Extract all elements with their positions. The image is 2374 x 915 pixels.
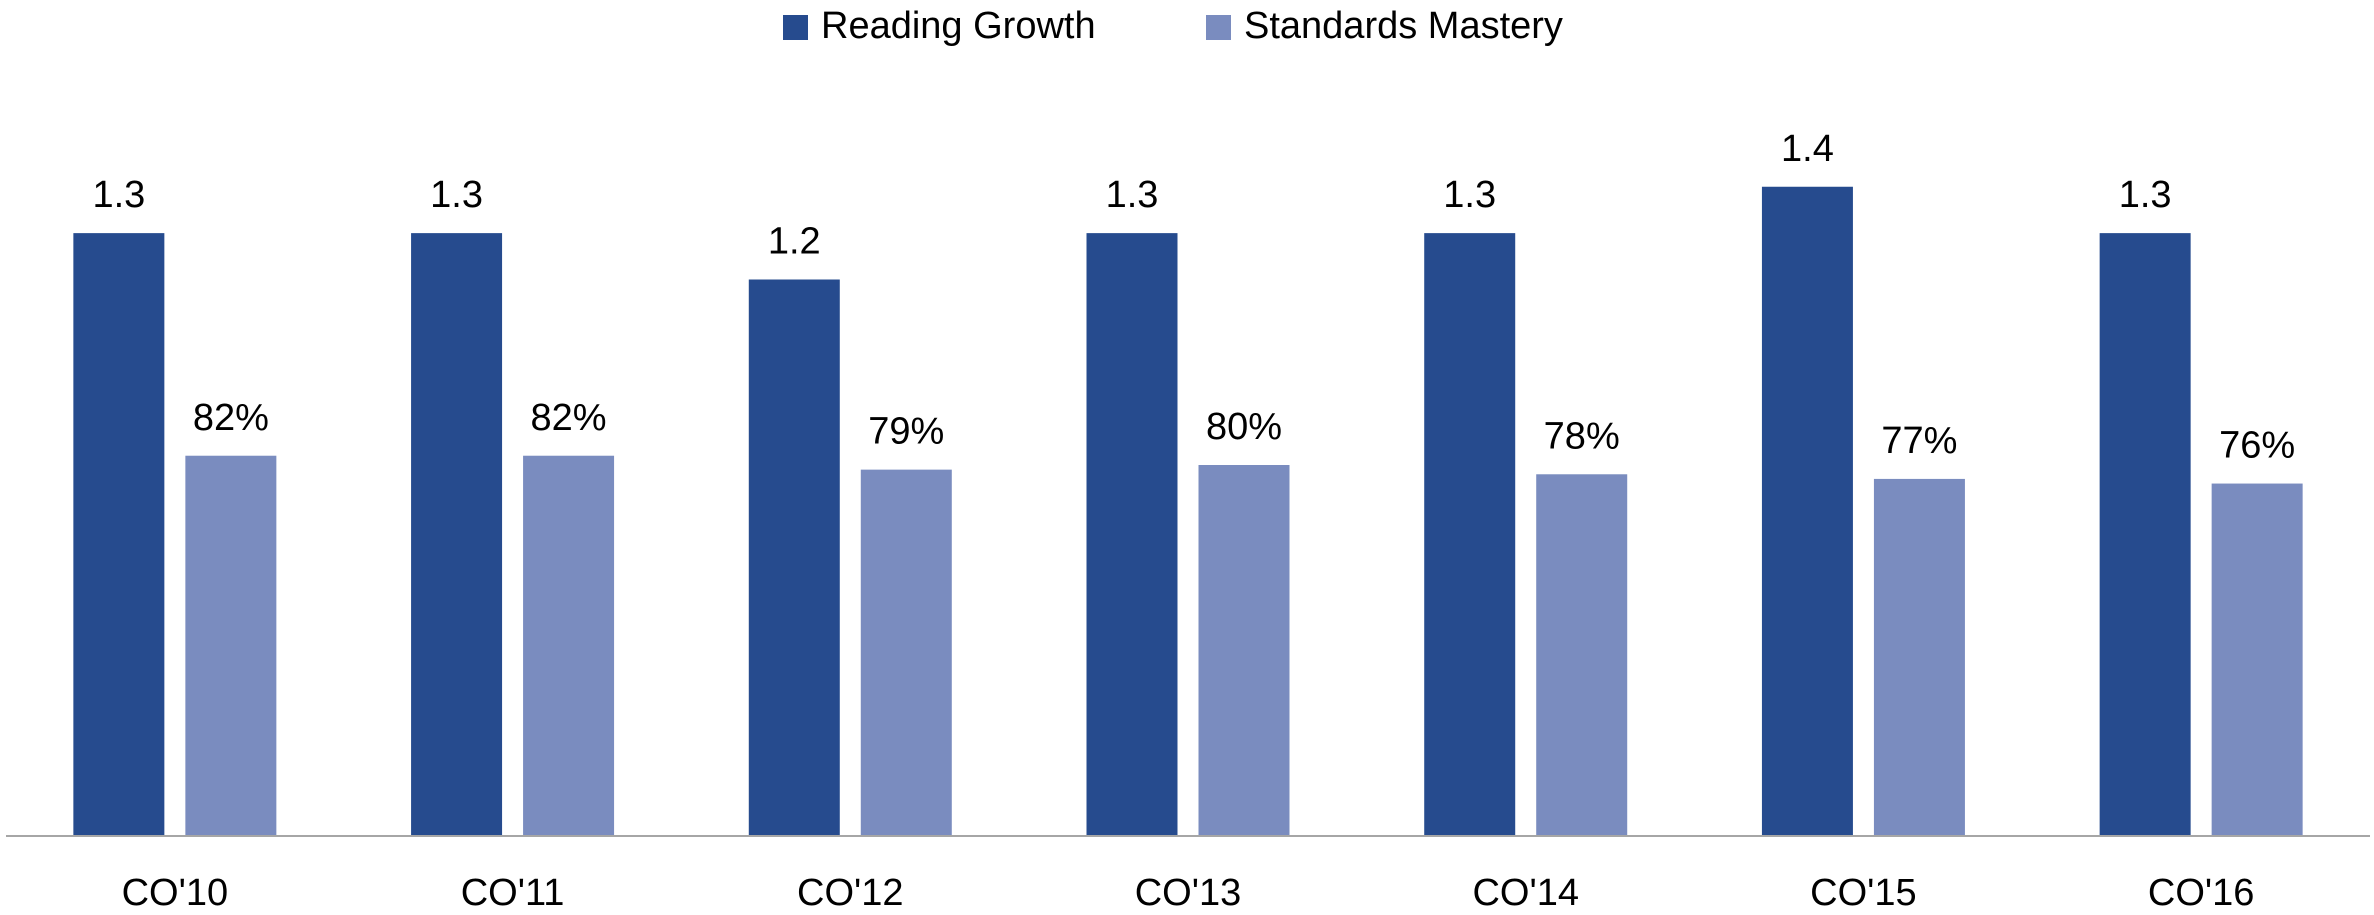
bar [1198, 465, 1290, 836]
data-label: 1.3 [430, 174, 483, 216]
data-label: 82% [531, 397, 607, 439]
bar [1536, 474, 1628, 836]
bar [1424, 233, 1516, 836]
bar [185, 455, 277, 836]
bar [1086, 233, 1178, 836]
x-tick-label: CO'14 [1472, 872, 1579, 914]
x-tick-label: CO'11 [461, 872, 565, 914]
data-label: 78% [1544, 415, 1620, 457]
bar [860, 469, 952, 836]
bar [1873, 478, 1965, 836]
legend-label: Reading Growth [821, 5, 1096, 47]
legend-swatch [1206, 15, 1231, 40]
bar [748, 279, 840, 836]
bar [411, 233, 503, 836]
data-label: 1.3 [92, 174, 145, 216]
bar [2211, 483, 2303, 836]
legend-swatch [783, 15, 808, 40]
x-tick-label: CO'13 [1135, 872, 1242, 914]
data-label: 1.3 [1106, 174, 1159, 216]
data-label: 1.3 [2119, 174, 2172, 216]
x-tick-label: CO'16 [2148, 872, 2255, 914]
data-label: 80% [1206, 406, 1282, 448]
data-label: 82% [193, 397, 269, 439]
bar [1761, 186, 1853, 836]
legend-label: Standards Mastery [1244, 5, 1563, 47]
data-label: 77% [1881, 420, 1957, 462]
x-tick-label: CO'10 [122, 872, 229, 914]
data-label: 1.4 [1781, 128, 1834, 170]
bar [523, 455, 615, 836]
data-label: 76% [2219, 425, 2295, 467]
data-label: 1.2 [768, 221, 821, 263]
x-tick-label: CO'15 [1810, 872, 1917, 914]
x-tick-label: CO'12 [797, 872, 904, 914]
data-label: 1.3 [1443, 174, 1496, 216]
bar [2099, 233, 2191, 836]
bar [73, 233, 165, 836]
data-label: 79% [868, 411, 944, 453]
